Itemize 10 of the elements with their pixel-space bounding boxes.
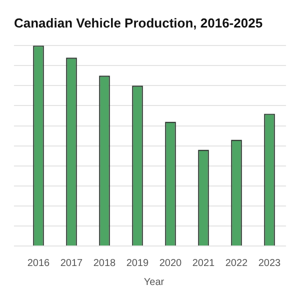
x-tick-label: 2022 <box>225 258 248 269</box>
x-tick-label: 2018 <box>93 258 116 269</box>
x-tick-label: 2016 <box>27 258 50 269</box>
chart-title: Canadian Vehicle Production, 2016-2025 <box>14 15 263 30</box>
x-axis-title: Year <box>144 276 165 288</box>
x-tick-label: 2020 <box>159 258 182 269</box>
x-tick-label: 2017 <box>60 258 84 269</box>
x-tick-label: 2021 <box>192 258 216 269</box>
x-tick-label: 2019 <box>126 258 150 269</box>
x-tick-label: 2023 <box>258 258 282 269</box>
